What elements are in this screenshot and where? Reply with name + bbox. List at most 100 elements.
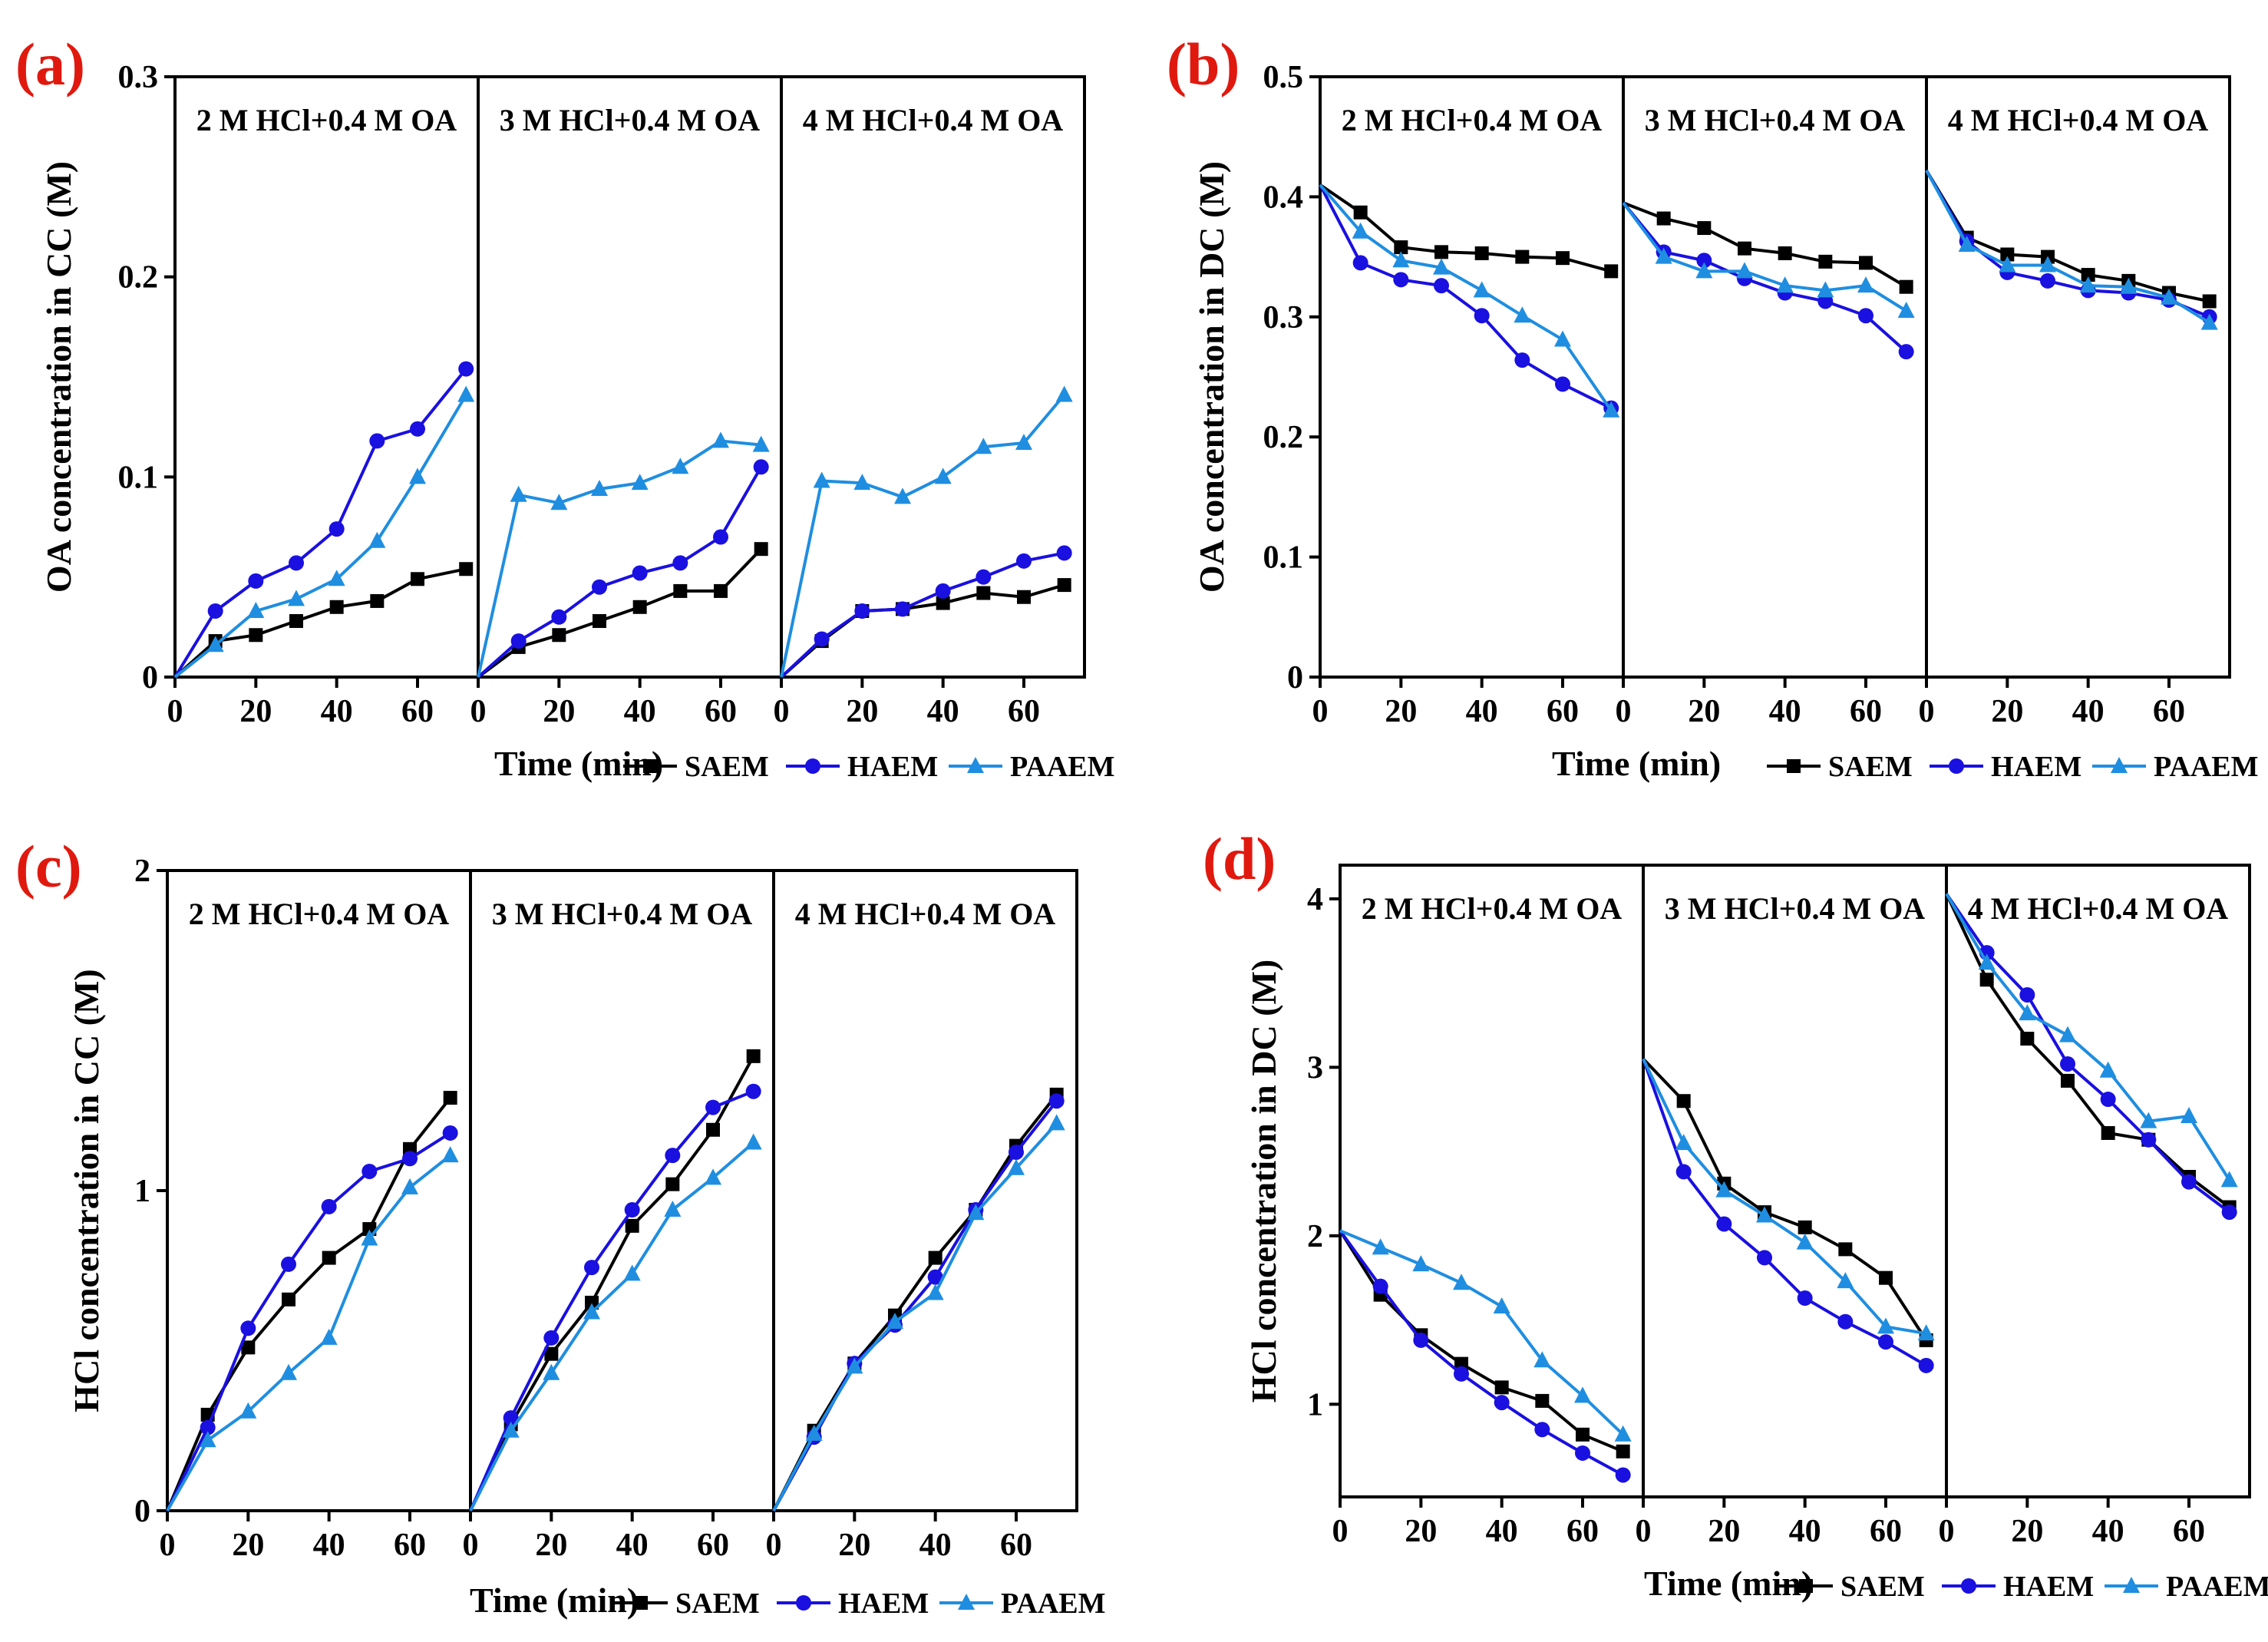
- data-point-haem: [281, 1256, 296, 1272]
- legend-marker-paaem: [2123, 1577, 2140, 1593]
- data-point-paaem: [631, 474, 649, 491]
- plot-frame: [173, 75, 1086, 679]
- y-tick-label: 2: [1307, 1219, 1323, 1254]
- data-point-saem: [249, 628, 263, 643]
- data-point-saem: [585, 1295, 599, 1310]
- x-tick-label: 0: [1616, 694, 1632, 729]
- y-tick-label: 0: [134, 1494, 150, 1529]
- data-point-haem: [1474, 308, 1490, 324]
- segment-3: 4 M HCl+0.4 M OA 0 20 40 60: [1939, 865, 2238, 1549]
- data-point-haem: [814, 631, 830, 647]
- x-tick-label: 40: [321, 694, 353, 729]
- series-line-paaem: [1945, 893, 2231, 1181]
- data-point-paaem: [1978, 953, 1996, 970]
- x-axis-label: Time (min): [470, 1581, 639, 1620]
- series-line-haem: [780, 551, 1065, 679]
- data-point-paaem: [975, 438, 992, 454]
- data-point-haem: [369, 433, 385, 449]
- data-point-paaem: [1554, 330, 1571, 347]
- data-point-haem: [1615, 1467, 1631, 1483]
- series-line-haem: [1339, 1230, 1624, 1477]
- legend-marker-paaem: [967, 757, 984, 773]
- data-point-haem: [2221, 1204, 2237, 1221]
- y-tick-label: 0.3: [1263, 300, 1304, 335]
- series-line-paaem: [772, 1122, 1058, 1511]
- data-point-haem: [1918, 1357, 1934, 1373]
- x-tick-label: 0: [167, 694, 183, 729]
- data-point-saem: [2061, 1073, 2075, 1088]
- x-tick-label: 60: [401, 694, 434, 729]
- data-point-haem: [895, 601, 910, 617]
- data-point-paaem: [591, 479, 608, 496]
- data-point-haem: [745, 1083, 761, 1099]
- data-point-paaem: [2059, 1026, 2076, 1042]
- legend-label-saem: SAEM: [1828, 751, 1913, 783]
- data-point-saem: [1515, 249, 1530, 264]
- x-tick-label: 60: [1870, 1514, 1902, 1549]
- data-point-haem: [410, 421, 425, 437]
- plot-frame: [1339, 864, 2251, 1498]
- data-point-haem: [1837, 1313, 1854, 1330]
- data-point-saem: [2081, 268, 2095, 282]
- legend-label-saem: SAEM: [1840, 1571, 1925, 1603]
- data-point-haem: [200, 1419, 216, 1436]
- data-point-paaem: [199, 1431, 216, 1448]
- data-point-paaem: [1574, 1386, 1591, 1403]
- legend-marker-saem: [634, 1596, 648, 1610]
- data-point-paaem: [813, 471, 830, 488]
- data-point-saem: [282, 1292, 295, 1307]
- data-point-haem: [2141, 1132, 2157, 1148]
- data-point-haem: [2060, 1056, 2075, 1072]
- x-tick-label: 20: [239, 694, 272, 729]
- y-tick-label: 0.2: [1263, 420, 1304, 455]
- data-point-haem: [1494, 1395, 1510, 1411]
- panel-b: (b) 0 0.1 0.2 0.3 0.4 0.5 OA concentration in D…: [1167, 31, 2259, 783]
- data-point-saem: [1838, 1242, 1853, 1257]
- data-point-paaem: [1453, 1274, 1470, 1290]
- plot-frame: [166, 869, 1078, 1512]
- data-point-haem: [1675, 1164, 1692, 1180]
- segment-1: 2 M HCl+0.4 M OA 0 20 40 60: [1312, 103, 1620, 729]
- data-point-saem: [1676, 1094, 1691, 1108]
- legend-marker-haem: [1949, 758, 1964, 774]
- data-point-saem: [665, 1177, 680, 1191]
- data-point-saem: [1899, 279, 1913, 294]
- data-point-haem: [713, 529, 728, 545]
- legend-label-haem: HAEM: [1991, 751, 2081, 783]
- legend-label-saem: SAEM: [685, 751, 769, 783]
- segment-title: 4 M HCl+0.4 M OA: [795, 897, 1056, 931]
- data-point-saem: [1494, 1380, 1509, 1395]
- data-point-haem: [665, 1148, 681, 1164]
- series-line-haem: [173, 368, 467, 679]
- series-line-paaem: [1925, 170, 2210, 325]
- data-point-paaem: [401, 1178, 418, 1194]
- data-point-saem: [1057, 578, 1071, 593]
- data-point-paaem: [502, 1421, 520, 1438]
- data-point-paaem: [1015, 434, 1032, 451]
- data-point-haem: [1817, 293, 1834, 309]
- data-point-saem: [1474, 246, 1489, 260]
- data-point-paaem: [2161, 288, 2177, 305]
- data-point-haem: [927, 1269, 943, 1285]
- x-axis-label: Time (min): [1644, 1564, 1813, 1603]
- data-point-haem: [1716, 1216, 1732, 1232]
- data-point-haem: [1413, 1332, 1429, 1348]
- x-tick-label: 20: [1688, 694, 1720, 729]
- data-point-paaem: [2220, 1171, 2238, 1188]
- x-tick-label: 40: [919, 1528, 952, 1563]
- y-tick-label: 4: [1307, 882, 1323, 917]
- series-line-paaem: [173, 394, 467, 679]
- legend-marker-haem: [805, 758, 820, 774]
- x-tick-label: 40: [624, 694, 656, 729]
- data-point-saem: [241, 1340, 256, 1355]
- data-point-paaem: [1412, 1255, 1430, 1272]
- legend: SAEM HAEM PAAEM: [1779, 1571, 2268, 1603]
- data-point-saem: [322, 1250, 336, 1265]
- data-point-saem: [1353, 205, 1368, 220]
- data-point-paaem: [320, 1328, 338, 1345]
- x-tick-label: 0: [1332, 1514, 1349, 1549]
- data-point-haem: [1898, 344, 1914, 360]
- data-point-saem: [754, 542, 768, 557]
- segment-1: 2 M HCl+0.4 M OA 0 20 40 60: [1332, 891, 1632, 1549]
- data-point-haem: [321, 1198, 337, 1214]
